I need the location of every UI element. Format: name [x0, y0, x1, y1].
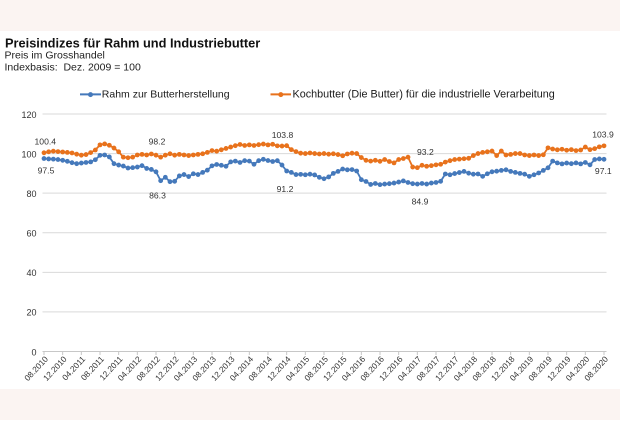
svg-text:120: 120: [21, 110, 36, 120]
svg-text:100.4: 100.4: [35, 137, 57, 147]
svg-text:97.1: 97.1: [595, 166, 612, 176]
svg-text:97.5: 97.5: [38, 166, 55, 176]
svg-text:91.2: 91.2: [277, 184, 294, 194]
svg-text:100: 100: [21, 149, 36, 159]
svg-text:Rahm zur Butterherstellung: Rahm zur Butterherstellung: [102, 89, 230, 101]
svg-text:40: 40: [26, 268, 36, 278]
svg-text:80: 80: [26, 189, 36, 199]
svg-text:103.8: 103.8: [272, 130, 294, 140]
svg-text:20: 20: [26, 308, 36, 318]
svg-text:60: 60: [26, 229, 36, 239]
svg-text:98.2: 98.2: [149, 136, 166, 146]
svg-text:Kochbutter (Die Butter) für di: Kochbutter (Die Butter) für die industri…: [293, 89, 555, 101]
svg-text:0: 0: [31, 347, 36, 357]
svg-text:Preisindizes für Rahm und Indu: Preisindizes für Rahm und Industriebutte…: [5, 36, 260, 51]
svg-text:86.3: 86.3: [149, 191, 166, 201]
svg-text:Preis im Grosshandel: Preis im Grosshandel: [5, 50, 105, 62]
svg-text:Indexbasis: Dez. 2009 = 100: Indexbasis: Dez. 2009 = 100: [5, 62, 141, 74]
svg-text:93.2: 93.2: [417, 147, 434, 157]
svg-text:84.9: 84.9: [412, 196, 429, 206]
svg-text:103.9: 103.9: [592, 130, 614, 140]
